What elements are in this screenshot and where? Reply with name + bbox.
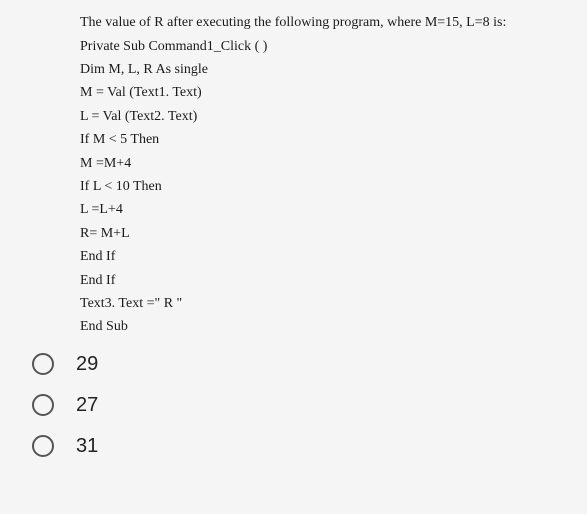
option-label: 31 <box>76 435 98 458</box>
option-29[interactable]: 29 <box>32 353 567 376</box>
code-line: Dim M, L, R As single <box>80 59 567 81</box>
radio-icon <box>32 353 54 375</box>
code-line: End If <box>80 246 567 268</box>
code-line: If L < 10 Then <box>80 176 567 198</box>
question-block: The value of R after executing the follo… <box>80 12 567 339</box>
code-line: R= M+L <box>80 223 567 245</box>
code-line: End Sub <box>80 316 567 338</box>
code-line: Private Sub Command1_Click ( ) <box>80 36 567 58</box>
code-line: M = Val (Text1. Text) <box>80 82 567 104</box>
options-list: 29 27 31 <box>32 353 567 458</box>
code-line: L = Val (Text2. Text) <box>80 106 567 128</box>
code-line: L =L+4 <box>80 199 567 221</box>
radio-icon <box>32 394 54 416</box>
question-prompt: The value of R after executing the follo… <box>80 12 567 34</box>
code-line: End If <box>80 270 567 292</box>
radio-icon <box>32 435 54 457</box>
option-31[interactable]: 31 <box>32 435 567 458</box>
code-line: If M < 5 Then <box>80 129 567 151</box>
option-label: 29 <box>76 353 98 376</box>
code-line: M =M+4 <box>80 153 567 175</box>
code-line: Text3. Text =" R " <box>80 293 567 315</box>
option-label: 27 <box>76 394 98 417</box>
option-27[interactable]: 27 <box>32 394 567 417</box>
